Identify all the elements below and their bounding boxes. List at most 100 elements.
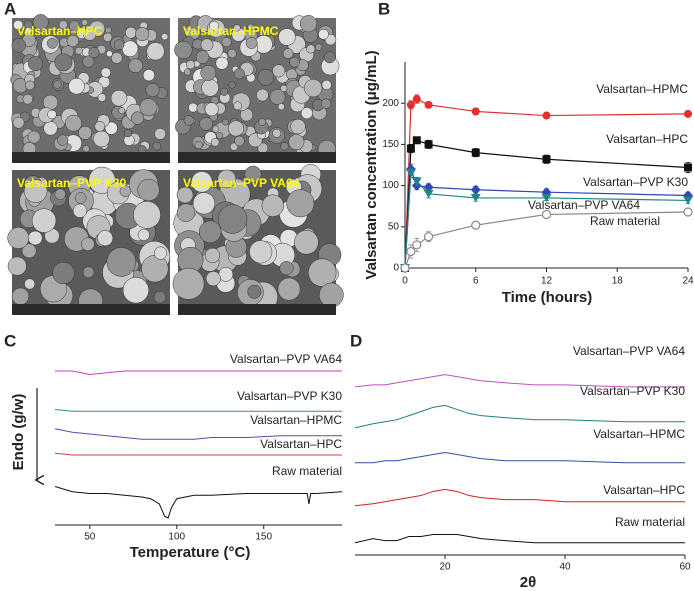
y-axis-label: Valsartan concentration (μg/mL) [363,50,380,279]
x-tick-label: 60 [679,562,691,573]
panel-label: D [350,331,362,350]
series-line [54,409,342,412]
series-label: Raw material [272,464,342,478]
series-label: Valsartan–PVP VA64 [573,344,685,358]
panel-label: C [4,331,16,350]
series-label: Valsartan–HPMC [250,413,342,427]
sem-particle [93,130,110,148]
sem-particle [146,42,165,61]
sem-particle [106,247,137,277]
sem-particle [58,20,68,30]
sem-particle [78,125,93,140]
sem-particle [233,101,242,111]
x-tick-label: 24 [682,276,694,287]
sem-particle [153,291,167,304]
sem-particle [104,26,112,34]
marker [424,140,433,149]
sem-particle [81,19,89,26]
sem-particle [263,25,274,36]
sem-particle [82,266,95,279]
x-tick-label: 12 [541,276,553,287]
x-tick-label: 100 [168,532,185,543]
sem-particle [27,230,43,246]
sem-particle [183,115,194,126]
sem-particle [81,237,95,251]
marker [406,246,416,257]
sem-particle [118,107,126,115]
sem-particle [111,52,123,64]
x-tick-label: 150 [255,532,272,543]
sem-particle [304,78,323,98]
x-tick-label: 6 [473,276,479,287]
sem-particle [135,26,150,42]
sem-particle [233,24,241,32]
sem-particle [217,169,237,189]
sem-particle [13,19,24,31]
sem-particle [198,220,222,244]
x-axis-label: Temperature (°C) [130,544,251,561]
sem-particle [212,125,220,133]
marker [471,220,481,230]
sem-particle [286,189,315,218]
sem-particle [256,88,269,102]
sem-particle [277,277,301,301]
series-line [54,486,343,519]
sem-particle [245,37,258,49]
sem-particle [174,40,193,60]
sem-particle [280,142,289,151]
sem-particle [12,116,25,129]
sem-particle [282,48,294,59]
series-line [55,370,342,376]
sem-particle [25,80,35,91]
sem-particle [222,118,229,126]
sem-particle [66,34,79,48]
sem-particle [227,48,237,59]
sem-particle [141,255,169,283]
series-label: Valsartan–HPC [603,483,685,497]
sem-particle [233,68,245,80]
series-line [354,374,685,388]
sem-label: Valsartan–PVP VA64 [183,176,300,190]
marker [683,196,693,205]
sem-particle [195,50,210,64]
sem-particle [154,128,166,140]
sem-particle [82,27,97,41]
sem-particle [7,227,30,249]
sem-particle [278,28,296,46]
sem-particle [201,79,219,97]
sem-footer [12,304,170,315]
sem-particle [97,230,114,247]
sem-particle [247,284,262,299]
sem-particle [128,58,143,73]
y-tick-label: 150 [382,139,399,150]
sem-particle [234,135,245,147]
marker [684,163,692,172]
sem-particle [74,192,87,204]
sem-particle [145,82,160,98]
x-axis-label: Time (hours) [502,289,593,306]
series-label: Raw material [615,515,685,529]
sem-particle [191,171,213,193]
sem-particle [82,55,95,68]
sem-particle [119,185,132,198]
sem-particle [321,79,332,90]
sem-particle [176,186,194,204]
sem-particle [24,278,36,290]
sem-particle [54,188,66,200]
sem-particle [88,166,116,194]
series-line [354,488,685,507]
marker [412,240,422,250]
sem-particle [318,282,344,308]
sem-particle [54,53,73,72]
sem-particle [294,229,319,255]
series-label: Valsartan–HPC [606,132,688,146]
sem-particle [228,81,236,89]
marker [471,148,480,157]
sem-particle [204,102,219,117]
sem-particle [185,60,196,70]
sem-particle [320,98,332,109]
sem-particle [249,240,273,264]
sem-particle [27,130,41,144]
sem-particle [300,107,313,120]
sem-particle [113,39,125,50]
